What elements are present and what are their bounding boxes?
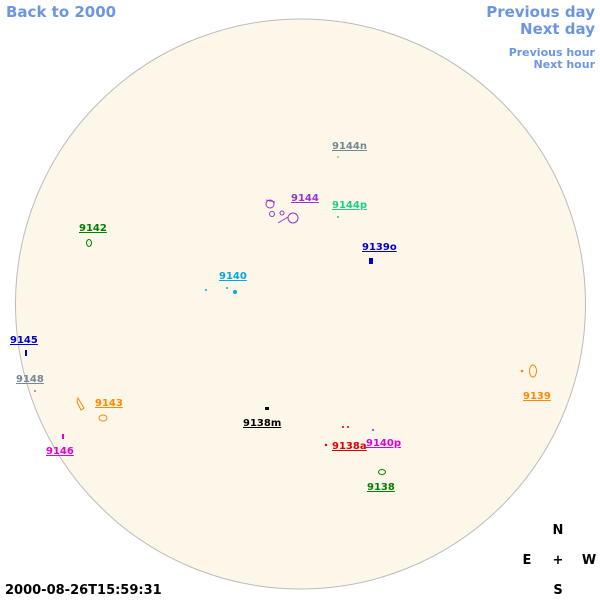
region-label[interactable]: 9138a	[332, 441, 367, 452]
region-label[interactable]: 9146	[46, 446, 74, 457]
spot	[205, 287, 237, 294]
spot	[62, 434, 64, 439]
spot	[76, 396, 108, 422]
region-label[interactable]: 9143	[95, 398, 123, 409]
region-label[interactable]: 9138m	[243, 418, 281, 429]
spot	[378, 469, 386, 475]
region-label[interactable]: 9138	[367, 482, 395, 493]
sunspots	[25, 156, 537, 475]
compass-east: E	[523, 553, 532, 568]
spot	[265, 407, 269, 410]
spot	[369, 258, 373, 264]
solar-disk	[15, 18, 586, 590]
spot	[337, 156, 339, 158]
compass-center: +	[553, 553, 564, 568]
region-label[interactable]: 9144p	[332, 200, 367, 211]
spot	[324, 426, 349, 447]
compass-south: S	[553, 583, 562, 598]
region-label[interactable]: 9140p	[366, 438, 401, 449]
next-day-link[interactable]: Next day	[520, 20, 595, 38]
region-label[interactable]: 9139	[523, 391, 551, 402]
region-label[interactable]: 9145	[10, 335, 38, 346]
region-label[interactable]: 9142	[79, 223, 107, 234]
spot	[86, 239, 92, 247]
back-link[interactable]: Back to 2000	[6, 3, 116, 21]
timestamp: 2000-08-26T15:59:31	[5, 583, 162, 598]
next-hour-link[interactable]: Next hour	[534, 58, 596, 71]
region-label[interactable]: 9148	[16, 374, 44, 385]
spot	[372, 429, 374, 431]
spot	[25, 350, 27, 356]
region-label[interactable]: 9139o	[362, 242, 397, 253]
region-label[interactable]: 9144n	[332, 141, 367, 152]
spot	[34, 390, 36, 392]
region-label[interactable]: 9140	[219, 271, 247, 282]
previous-day-link[interactable]: Previous day	[486, 3, 595, 21]
spot	[520, 364, 537, 378]
previous-hour-link[interactable]: Previous hour	[509, 46, 596, 59]
spot	[337, 216, 339, 218]
compass-north: N	[553, 523, 564, 538]
spot	[265, 199, 299, 224]
region-label[interactable]: 9144	[291, 193, 319, 204]
compass-west: W	[582, 553, 596, 568]
